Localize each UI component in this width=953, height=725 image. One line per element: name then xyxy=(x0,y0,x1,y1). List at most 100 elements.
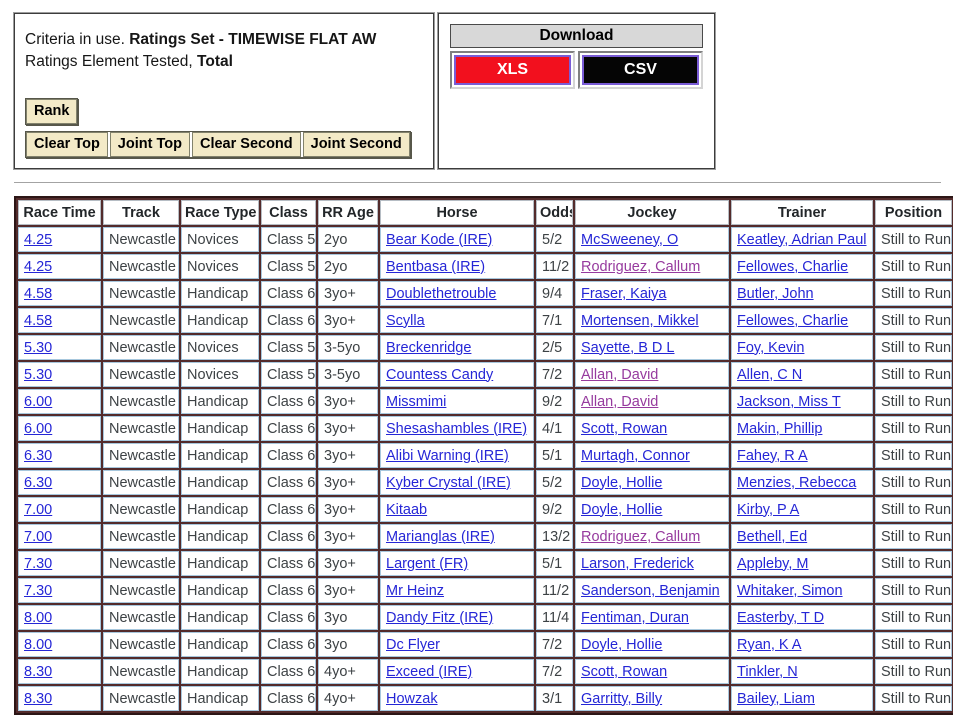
rr-age-cell: 3-5yo xyxy=(318,362,378,387)
jockey-link[interactable]: Rodriguez, Callum xyxy=(581,258,701,275)
race-time-link[interactable]: 4.25 xyxy=(24,231,53,248)
horse-link[interactable]: Largent (FR) xyxy=(386,555,469,572)
trainer-link[interactable]: Tinkler, N xyxy=(737,663,798,680)
jockey-link[interactable]: Scott, Rowan xyxy=(581,420,668,437)
horse-link[interactable]: Exceed (IRE) xyxy=(386,663,473,680)
race-time-link[interactable]: 8.00 xyxy=(24,636,53,653)
trainer-link[interactable]: Fellowes, Charlie xyxy=(737,258,849,275)
horse-link[interactable]: Dc Flyer xyxy=(386,636,440,653)
trainer-link[interactable]: Fahey, R A xyxy=(737,447,808,464)
position-cell: Still to Run xyxy=(875,362,952,387)
race-time-link[interactable]: 4.58 xyxy=(24,285,53,302)
jockey-link[interactable]: McSweeney, O xyxy=(581,231,679,248)
jockey-link[interactable]: Larson, Frederick xyxy=(581,555,694,572)
trainer-link[interactable]: Makin, Phillip xyxy=(737,420,823,437)
jockey-link[interactable]: Allan, David xyxy=(581,366,659,383)
race-time-link[interactable]: 8.30 xyxy=(24,690,53,707)
race-time-link[interactable]: 8.00 xyxy=(24,609,53,626)
trainer-link[interactable]: Easterby, T D xyxy=(737,609,825,626)
horse-link[interactable]: Bear Kode (IRE) xyxy=(386,231,493,248)
horse-link-cell: Mr Heinz xyxy=(380,578,534,603)
criteria-line-ratings-set: Criteria in use. Ratings Set - TIMEWISE … xyxy=(25,29,423,51)
clear-second-button[interactable]: Clear Second xyxy=(191,132,301,157)
race-time-link[interactable]: 7.00 xyxy=(24,501,53,518)
jockey-link[interactable]: Allan, David xyxy=(581,393,659,410)
horizontal-divider xyxy=(14,182,941,183)
horse-link[interactable]: Missmimi xyxy=(386,393,447,410)
jockey-link[interactable]: Mortensen, Mikkel xyxy=(581,312,699,329)
download-xls-button[interactable]: XLS xyxy=(454,55,571,85)
trainer-link[interactable]: Keatley, Adrian Paul xyxy=(737,231,867,248)
horse-link[interactable]: Mr Heinz xyxy=(386,582,445,599)
trainer-link[interactable]: Allen, C N xyxy=(737,366,803,383)
jockey-link[interactable]: Fentiman, Duran xyxy=(581,609,689,626)
jockey-link[interactable]: Doyle, Hollie xyxy=(581,636,663,653)
race-type-cell: Handicap xyxy=(181,659,259,684)
race-time-link[interactable]: 7.30 xyxy=(24,555,53,572)
trainer-link[interactable]: Bethell, Ed xyxy=(737,528,808,545)
jockey-link[interactable]: Rodriguez, Callum xyxy=(581,528,701,545)
odds-cell: 3/1 xyxy=(536,686,573,711)
race-type-cell: Handicap xyxy=(181,281,259,306)
jockey-link[interactable]: Fraser, Kaiya xyxy=(581,285,667,302)
horse-link-cell: Scylla xyxy=(380,308,534,333)
position-cell: Still to Run xyxy=(875,470,952,495)
jockey-link[interactable]: Garritty, Billy xyxy=(581,690,663,707)
position-cell: Still to Run xyxy=(875,524,952,549)
trainer-link[interactable]: Menzies, Rebecca xyxy=(737,474,857,491)
trainer-link[interactable]: Appleby, M xyxy=(737,555,809,572)
jockey-link[interactable]: Sayette, B D L xyxy=(581,339,675,356)
race-time-link[interactable]: 6.00 xyxy=(24,420,53,437)
trainer-link[interactable]: Ryan, K A xyxy=(737,636,802,653)
race-time-link[interactable]: 6.30 xyxy=(24,474,53,491)
horse-link[interactable]: Marianglas (IRE) xyxy=(386,528,495,545)
odds-cell: 5/1 xyxy=(536,443,573,468)
joint-second-button[interactable]: Joint Second xyxy=(302,132,410,157)
race-time-link[interactable]: 7.30 xyxy=(24,582,53,599)
race-time-link[interactable]: 4.58 xyxy=(24,312,53,329)
race-time-link[interactable]: 8.30 xyxy=(24,663,53,680)
horse-link[interactable]: Shesashambles (IRE) xyxy=(386,420,528,437)
jockey-link[interactable]: Sanderson, Benjamin xyxy=(581,582,720,599)
jockey-link[interactable]: Scott, Rowan xyxy=(581,663,668,680)
trainer-link[interactable]: Fellowes, Charlie xyxy=(737,312,849,329)
horse-link[interactable]: Countess Candy xyxy=(386,366,494,383)
table-row: 6.00 Newcastle Handicap Class 6 3yo+ Shesasha… xyxy=(18,416,952,441)
horse-link[interactable]: Breckenridge xyxy=(386,339,472,356)
race-time-link[interactable]: 4.25 xyxy=(24,258,53,275)
jockey-link[interactable]: Murtagh, Connor xyxy=(581,447,690,464)
horse-link[interactable]: Dandy Fitz (IRE) xyxy=(386,609,494,626)
rr-age-cell: 3yo xyxy=(318,632,378,657)
race-time-link[interactable]: 5.30 xyxy=(24,339,53,356)
trainer-link-cell: Jackson, Miss T xyxy=(731,389,873,414)
rr-age-cell: 2yo xyxy=(318,254,378,279)
rank-button-group: Rank xyxy=(25,98,79,125)
rank-button[interactable]: Rank xyxy=(26,99,78,124)
clear-top-button[interactable]: Clear Top xyxy=(26,132,108,157)
race-time-link[interactable]: 7.00 xyxy=(24,528,53,545)
download-csv-button[interactable]: CSV xyxy=(582,55,699,85)
rr-age-cell: 3yo+ xyxy=(318,470,378,495)
race-time-link[interactable]: 6.00 xyxy=(24,393,53,410)
trainer-link[interactable]: Kirby, P A xyxy=(737,501,800,518)
track-cell: Newcastle xyxy=(103,416,179,441)
horse-link[interactable]: Alibi Warning (IRE) xyxy=(386,447,509,464)
trainer-link[interactable]: Butler, John xyxy=(737,285,814,302)
race-type-cell: Novices xyxy=(181,362,259,387)
horse-link[interactable]: Kitaab xyxy=(386,501,428,518)
horse-link[interactable]: Howzak xyxy=(386,690,438,707)
horse-link[interactable]: Kyber Crystal (IRE) xyxy=(386,474,511,491)
jockey-link[interactable]: Doyle, Hollie xyxy=(581,501,663,518)
trainer-link[interactable]: Bailey, Liam xyxy=(737,690,815,707)
trainer-link[interactable]: Whitaker, Simon xyxy=(737,582,843,599)
race-time-link[interactable]: 5.30 xyxy=(24,366,53,383)
horse-link[interactable]: Bentbasa (IRE) xyxy=(386,258,486,275)
horse-link[interactable]: Scylla xyxy=(386,312,425,329)
trainer-link[interactable]: Jackson, Miss T xyxy=(737,393,841,410)
jockey-link[interactable]: Doyle, Hollie xyxy=(581,474,663,491)
race-time-link[interactable]: 6.30 xyxy=(24,447,53,464)
trainer-link[interactable]: Foy, Kevin xyxy=(737,339,805,356)
joint-top-button[interactable]: Joint Top xyxy=(109,132,190,157)
horse-link[interactable]: Doublethetrouble xyxy=(386,285,497,302)
trainer-link-cell: Ryan, K A xyxy=(731,632,873,657)
